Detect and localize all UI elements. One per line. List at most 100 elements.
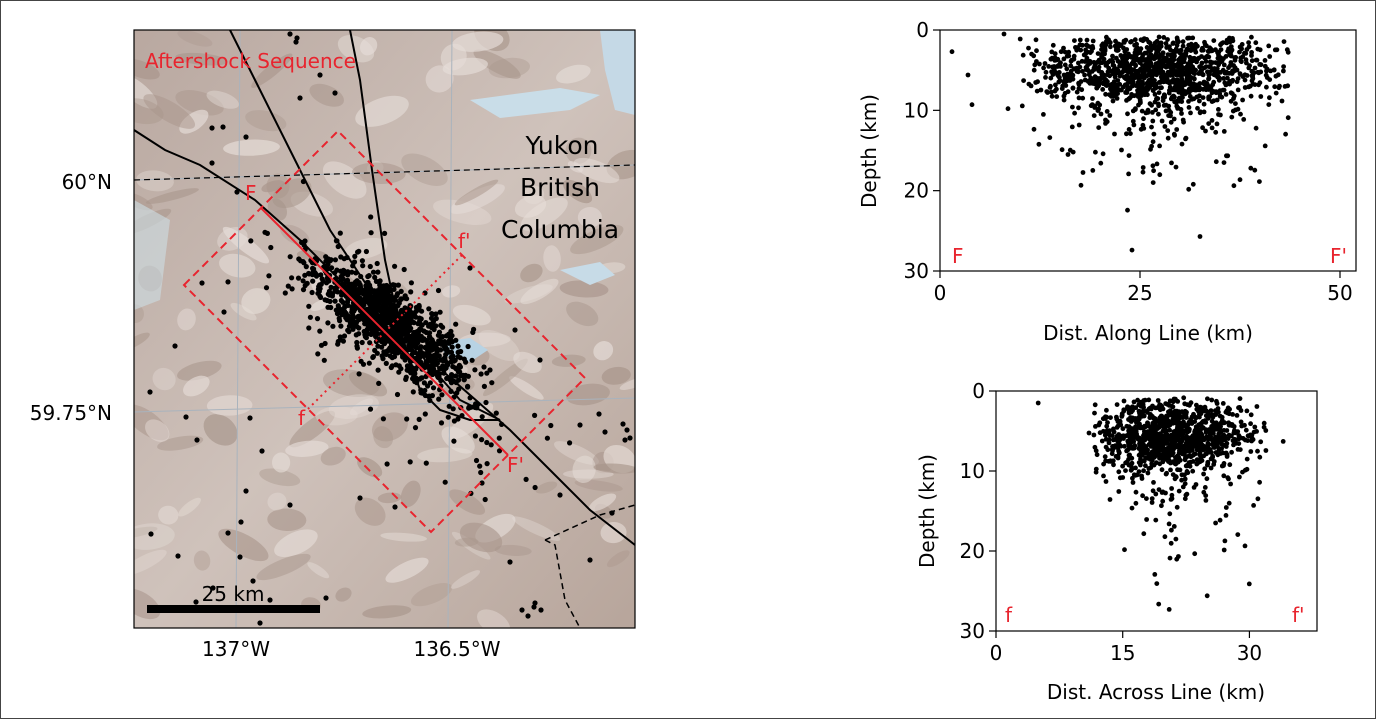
event-point (1078, 182, 1084, 188)
event-point (1130, 430, 1136, 436)
event-point (1165, 58, 1171, 64)
event-point (1266, 102, 1272, 107)
event-dot (389, 363, 395, 369)
event-dot (457, 355, 463, 361)
event-point (1235, 106, 1241, 112)
event-point (1146, 466, 1152, 471)
event-point (1049, 89, 1054, 95)
event-point (1090, 168, 1096, 173)
terrain-shade (193, 550, 211, 571)
event-point (1098, 75, 1103, 81)
event-dot (363, 248, 369, 255)
event-point (1136, 72, 1142, 78)
event-point (1231, 430, 1237, 436)
event-point (1102, 454, 1108, 460)
event-dot (467, 265, 473, 271)
event-point (1221, 62, 1227, 68)
event-point (1238, 435, 1243, 441)
terrain-shade (134, 58, 160, 80)
event-point (1126, 408, 1132, 414)
event-point (1249, 58, 1255, 64)
event-point (1085, 67, 1091, 73)
event-point (1080, 95, 1086, 101)
event-dot (465, 384, 471, 390)
event-dot (483, 399, 489, 406)
event-point (1258, 94, 1264, 99)
event-dot (315, 286, 321, 292)
event-point (1102, 51, 1107, 57)
event-point (1049, 93, 1055, 99)
event-dot (455, 416, 461, 422)
event-point (1078, 47, 1084, 53)
event-point (1186, 47, 1192, 53)
event-dot (350, 263, 356, 269)
event-dot (519, 607, 525, 613)
event-point (1096, 125, 1102, 130)
section-label-F-prime: F' (507, 453, 524, 477)
event-point (1061, 97, 1067, 103)
event-dot (427, 380, 433, 386)
event-point (1151, 168, 1156, 174)
event-dot (360, 263, 366, 269)
event-point (1036, 141, 1042, 147)
event-point (1047, 135, 1053, 141)
event-point (1238, 419, 1244, 425)
event-point (1190, 56, 1195, 61)
terrain-shade (203, 414, 238, 446)
event-dot (499, 421, 505, 427)
event-dot (493, 410, 499, 416)
event-dot (282, 290, 288, 296)
event-point (1181, 430, 1186, 436)
event-point (1173, 164, 1179, 170)
event-point (1167, 420, 1173, 425)
event-dot (587, 557, 593, 563)
y-ticks: 0 10 20 30 (904, 18, 940, 283)
terrain-shade (441, 285, 461, 298)
event-point (1101, 473, 1106, 479)
event-point (1216, 107, 1221, 112)
event-point (1127, 452, 1132, 458)
event-dot (477, 463, 483, 469)
y-axis-label: Depth (km) (915, 454, 939, 568)
terrain-shade (134, 549, 167, 576)
event-point (1201, 489, 1207, 495)
terrain-shade (417, 447, 473, 463)
event-point (1105, 69, 1111, 75)
event-point (1141, 458, 1147, 464)
event-point (1173, 455, 1178, 460)
event-dot (408, 280, 414, 286)
event-dot (479, 437, 485, 443)
x-tick-label: 30 (1237, 641, 1262, 665)
event-dot (398, 296, 404, 302)
terrain-shade (509, 376, 544, 400)
event-dot (439, 392, 445, 398)
event-point (1098, 111, 1104, 117)
event-point (1190, 35, 1196, 41)
event-point (1156, 34, 1162, 40)
terrain-shade (606, 149, 635, 180)
event-point (1182, 476, 1188, 482)
event-point (1099, 47, 1104, 52)
event-point (1162, 124, 1168, 129)
event-point (1091, 432, 1097, 438)
event-dot (306, 325, 312, 331)
event-point (1281, 68, 1286, 74)
event-dot (473, 457, 480, 464)
event-point (1223, 505, 1229, 510)
event-dot (438, 334, 444, 340)
event-point (1048, 75, 1054, 81)
event-point (1192, 551, 1198, 557)
event-point (1233, 101, 1238, 106)
event-point (1104, 423, 1110, 429)
event-point (1163, 429, 1169, 435)
event-point (1090, 38, 1096, 44)
event-point (1180, 434, 1186, 440)
event-point (1062, 62, 1068, 68)
event-point (1163, 108, 1169, 114)
event-dot (620, 421, 626, 427)
event-dot (391, 295, 397, 301)
event-point (1263, 448, 1269, 453)
event-dot (426, 393, 432, 399)
event-dot (414, 355, 420, 361)
event-point (1215, 406, 1221, 411)
